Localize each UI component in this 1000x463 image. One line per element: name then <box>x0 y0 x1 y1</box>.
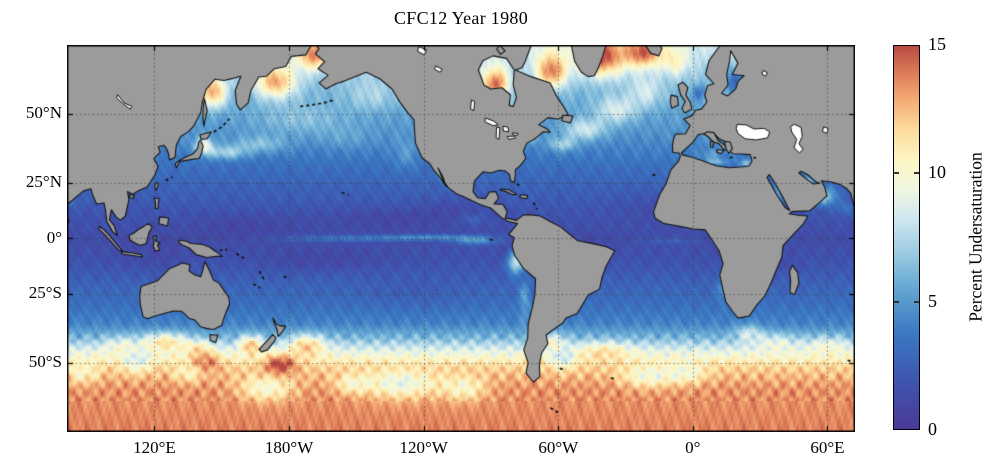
colorbar-inner-tick <box>914 300 919 303</box>
y-tick-label: 25°S <box>28 283 62 303</box>
colorbar-inner-tick <box>894 172 899 175</box>
colorbar-tick-label: 0 <box>928 419 937 439</box>
colorbar-tick-label: 10 <box>928 162 946 183</box>
colorbar-axis-label: Percent Undersaturation <box>965 152 986 322</box>
colorbar-tick-label: 5 <box>928 290 937 311</box>
x-tick-label: 60°W <box>538 438 579 457</box>
y-tick-label: 50°N <box>25 102 62 122</box>
x-tick-label: 0° <box>685 438 701 457</box>
y-tick-label: 50°S <box>28 352 62 372</box>
x-tick-label: 120°W <box>399 438 448 457</box>
map-canvas <box>67 45 855 432</box>
colorbar-inner-tick <box>914 172 919 175</box>
chart-title: CFC12 Year 1980 <box>393 8 529 28</box>
colorbar-tick-label: 15 <box>928 34 946 54</box>
colorbar <box>893 45 920 430</box>
x-tick-label: 120°E <box>133 438 176 457</box>
y-tick-label: 25°N <box>25 171 62 191</box>
colorbar-inner-tick <box>894 300 899 303</box>
x-tick-label: 180°W <box>264 438 314 457</box>
y-tick-label: 0° <box>46 227 62 247</box>
x-tick-label: 60°E <box>810 438 845 457</box>
